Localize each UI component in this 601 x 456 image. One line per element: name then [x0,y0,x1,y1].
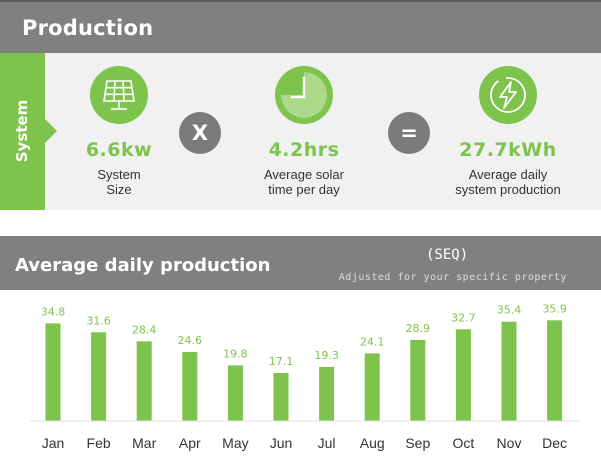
x-tick-label: Aug [360,435,385,451]
system-tab-label: System [13,99,31,163]
multiply-operator: X [179,112,221,154]
x-tick-label: Oct [453,435,475,451]
bar-value-label: 19.8 [223,347,248,360]
x-tick-label: Mar [132,435,156,451]
bar-value-label: 31.6 [86,314,111,327]
x-tick-label: Sep [405,435,430,451]
region-label: (SEQ) [426,247,469,263]
bar-nov [501,321,517,421]
daily-production-label: Average daily system production [455,167,561,197]
bar-jan [45,323,61,421]
system-tab: System [0,53,45,210]
x-tick-label: Jul [318,435,336,451]
lightning-bolt-icon [479,66,537,124]
bar-jul [319,366,335,421]
equals-operator: = [388,112,430,154]
chart-bars: 34.8 31.6 28.4 24.6 19.8 17.1 19.3 24.1 28.9 32.7… [41,302,567,421]
monthly-production-chart: 34.8 31.6 28.4 24.6 19.8 17.1 19.3 24.1 28.9 32.7… [30,302,580,451]
bar-apr [182,352,198,421]
clock-icon [275,66,333,124]
bar-value-label: 32.7 [451,311,476,324]
production-header: Production [0,0,601,53]
bar-mar [136,341,152,421]
x-tick-label: May [222,435,248,451]
bar-value-label: 28.9 [406,322,431,335]
average-production-header: Average daily production (SEQ) Adjusted … [0,236,601,290]
x-tick-label: Apr [179,435,201,451]
bar-sep [410,339,426,421]
bar-feb [91,332,107,421]
bar-value-label: 28.4 [132,323,157,336]
solar-time-label: Average solar time per day [264,167,344,197]
solar-panel-icon [90,66,148,124]
system-tab-arrow [45,119,57,143]
bar-value-label: 19.3 [314,349,339,362]
bar-may [227,365,243,421]
solar-time-value: 4.2hrs [268,139,340,161]
bar-value-label: 17.1 [269,355,294,368]
x-tick-label: Jun [270,435,293,451]
production-title: Production [22,16,154,40]
x-tick-label: Feb [87,435,111,451]
x-tick-label: Dec [542,435,567,451]
system-panel: System 6.6kw System Size X [0,53,601,210]
bar-value-label: 35.9 [542,302,567,315]
bar-value-label: 24.1 [360,335,385,348]
bar-value-label: 35.4 [497,304,522,317]
x-tick-label: Nov [497,435,522,451]
daily-production-value: 27.7kWh [459,139,557,161]
system-size-label: System Size [97,167,141,197]
x-tick-label: Jan [42,435,65,451]
system-size-value: 6.6kw [85,139,153,161]
bar-aug [364,353,380,421]
adjustment-note: Adjusted for your specific property [338,272,567,283]
bar-jun [273,373,289,421]
bar-value-label: 34.8 [41,305,66,318]
bar-oct [455,329,471,421]
average-production-title: Average daily production [15,255,271,276]
bar-dec [547,320,563,421]
chart-tick-labels: Jan Feb Mar Apr May Jun Jul Aug Sep Oct Nov Dec [42,435,567,451]
bar-value-label: 24.6 [178,334,203,347]
